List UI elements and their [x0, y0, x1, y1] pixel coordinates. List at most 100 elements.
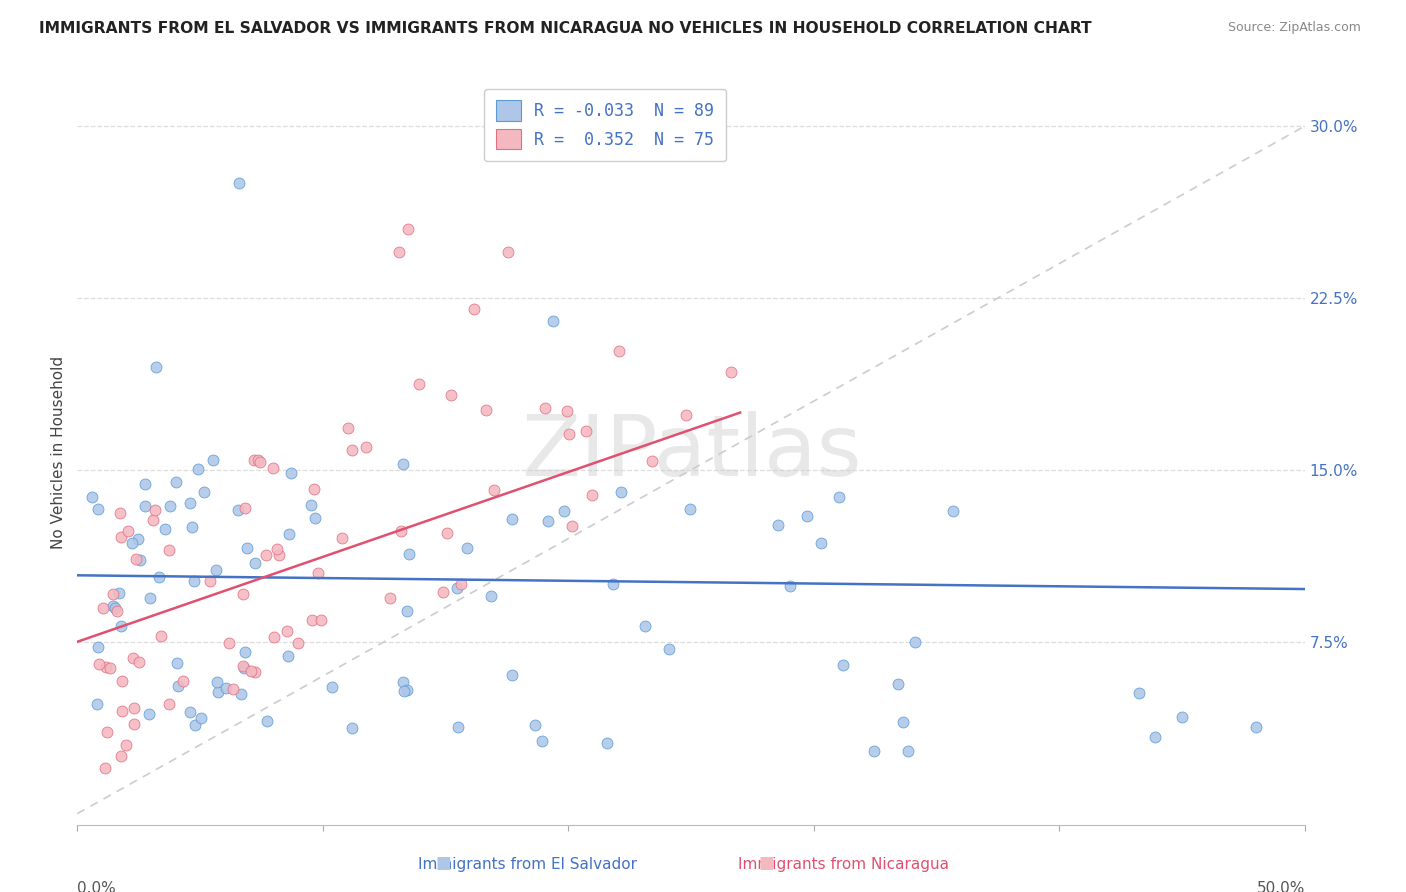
Point [828, 491, 851, 505]
Point [122, 701, 145, 715]
Point [299, 498, 322, 512]
Point [398, 547, 420, 561]
Point [321, 680, 343, 694]
Point [157, 543, 180, 558]
Point [1128, 686, 1150, 700]
Point [263, 630, 285, 644]
Point [110, 619, 132, 633]
Point [215, 681, 238, 695]
Point [149, 629, 172, 643]
Point [463, 302, 485, 317]
Point [610, 484, 633, 499]
Text: ZIPatlas: ZIPatlas [520, 411, 862, 494]
Point [128, 553, 150, 567]
Point [581, 488, 603, 502]
Point [336, 421, 359, 435]
Point [450, 577, 472, 591]
Point [553, 504, 575, 518]
Point [501, 512, 523, 526]
Point [183, 574, 205, 588]
Point [121, 536, 143, 550]
Point [408, 376, 430, 391]
Point [558, 427, 581, 442]
Point [181, 520, 204, 534]
Point [354, 440, 377, 454]
Point [139, 591, 162, 605]
Point [267, 548, 290, 562]
Point [179, 496, 201, 510]
Point [243, 556, 266, 570]
Text: IMMIGRANTS FROM EL SALVADOR VS IMMIGRANTS FROM NICARAGUA NO VEHICLES IN HOUSEHOL: IMMIGRANTS FROM EL SALVADOR VS IMMIGRANT… [39, 21, 1092, 37]
Point [167, 679, 190, 693]
Point [309, 613, 332, 627]
Point [280, 466, 302, 480]
Point [232, 661, 254, 675]
Point [254, 549, 277, 563]
Point [634, 619, 657, 633]
Point [1171, 710, 1194, 724]
Point [110, 749, 132, 764]
Point [128, 656, 150, 670]
Point [247, 453, 270, 467]
Y-axis label: No Vehicles in Household: No Vehicles in Household [51, 356, 66, 549]
Point [530, 733, 553, 747]
Point [479, 589, 502, 603]
Point [436, 525, 458, 540]
Point [256, 714, 278, 729]
Point [93, 601, 115, 615]
Text: 50.0%: 50.0% [1257, 881, 1305, 892]
Point [446, 581, 468, 595]
Point [766, 517, 789, 532]
Point [111, 704, 134, 718]
Point [111, 674, 134, 689]
Point [482, 483, 505, 497]
Text: ■: ■ [434, 855, 451, 872]
Point [392, 457, 415, 471]
Point [187, 462, 209, 476]
Point [679, 502, 702, 516]
Point [245, 665, 267, 679]
Point [108, 586, 131, 600]
Point [1244, 720, 1267, 734]
Point [87, 657, 110, 672]
Text: Source: ZipAtlas.com: Source: ZipAtlas.com [1227, 21, 1361, 35]
Point [207, 685, 229, 699]
Point [114, 738, 136, 752]
Point [266, 541, 288, 556]
Point [233, 500, 256, 515]
Point [396, 222, 419, 236]
Point [440, 388, 463, 402]
Point [456, 541, 478, 555]
Point [86, 697, 108, 711]
Point [330, 531, 353, 545]
Point [832, 658, 855, 673]
Point [202, 453, 225, 467]
Point [277, 526, 299, 541]
Point [134, 499, 156, 513]
Legend: R = -0.033  N = 89, R =  0.352  N = 75: R = -0.033 N = 89, R = 0.352 N = 75 [484, 88, 725, 161]
Point [720, 365, 742, 379]
Point [446, 720, 468, 734]
Point [86, 640, 108, 654]
Text: Immigrants from Nicaragua: Immigrants from Nicaragua [738, 857, 949, 872]
Point [153, 522, 176, 536]
Point [87, 501, 110, 516]
Point [555, 404, 578, 418]
Point [157, 698, 180, 712]
Point [82, 490, 104, 504]
Point [159, 499, 181, 513]
Point [240, 664, 263, 678]
Point [145, 359, 167, 374]
Point [1143, 730, 1166, 744]
Point [395, 604, 418, 618]
Point [380, 591, 402, 605]
Text: 0.0%: 0.0% [77, 881, 117, 892]
Point [226, 503, 249, 517]
Point [887, 677, 910, 691]
Point [389, 524, 412, 538]
Point [304, 510, 326, 524]
Point [340, 721, 363, 735]
Point [134, 477, 156, 491]
Point [575, 425, 598, 439]
Text: ■: ■ [758, 855, 775, 872]
